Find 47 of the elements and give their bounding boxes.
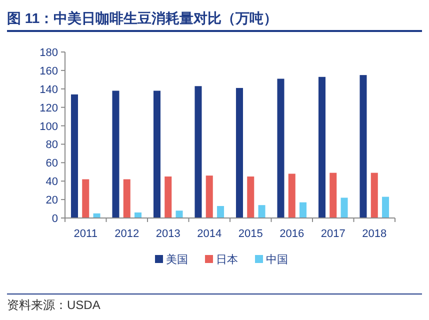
legend-label: 中国 — [266, 253, 288, 266]
x-tick-label: 2017 — [320, 228, 346, 240]
bar — [70, 94, 78, 218]
y-tick-label: 160 — [40, 65, 58, 78]
bar — [164, 176, 172, 218]
x-tick-label: 2014 — [197, 228, 222, 240]
x-tick-label: 2012 — [114, 228, 140, 240]
y-tick-label: 60 — [46, 158, 58, 170]
bar — [217, 206, 224, 218]
x-tick-label: 2018 — [362, 228, 387, 240]
x-tick-label: 2016 — [280, 228, 304, 240]
chart-title: 图 11：中美日咖啡生豆消耗量对比（万吨） — [7, 10, 278, 26]
text: 资料来源：USDA — [7, 298, 100, 312]
plot: 0 20 40 60 80 100 120 140 160 180 2011 2012 2013 2014 2015 2016 2017 2018 — [40, 47, 396, 240]
bar — [206, 176, 213, 218]
x-tick-label: 2013 — [156, 228, 180, 240]
y-tick-label: 100 — [40, 120, 58, 133]
x-tick-label: 2011 — [74, 228, 98, 240]
bar — [300, 202, 307, 218]
bar — [82, 179, 90, 218]
y-tick-label: 180 — [40, 47, 58, 59]
y-tick-label: 140 — [40, 84, 58, 96]
x-tick-label: 2015 — [238, 228, 263, 240]
bar — [318, 76, 326, 218]
bar — [330, 172, 337, 218]
bar — [277, 78, 284, 218]
bar — [112, 90, 120, 218]
bar — [360, 75, 367, 218]
bar — [247, 176, 254, 218]
bar — [288, 174, 296, 218]
bar — [153, 90, 160, 218]
y-tick-label: 120 — [40, 102, 58, 114]
bar — [194, 86, 202, 218]
legend-label: 日本 — [216, 253, 238, 266]
y-tick-label: 0 — [52, 213, 58, 225]
y-tick-label: 40 — [46, 176, 58, 188]
bar — [370, 172, 378, 218]
bar — [340, 198, 348, 218]
bar — [134, 212, 142, 218]
y-tick-label: 20 — [46, 194, 58, 207]
bar — [382, 196, 390, 218]
bar — [236, 88, 243, 218]
bar — [258, 205, 266, 218]
y-tick-label: 80 — [46, 139, 58, 152]
bar — [176, 210, 183, 218]
legend-label: 美国 — [166, 253, 188, 266]
bar — [123, 179, 130, 218]
